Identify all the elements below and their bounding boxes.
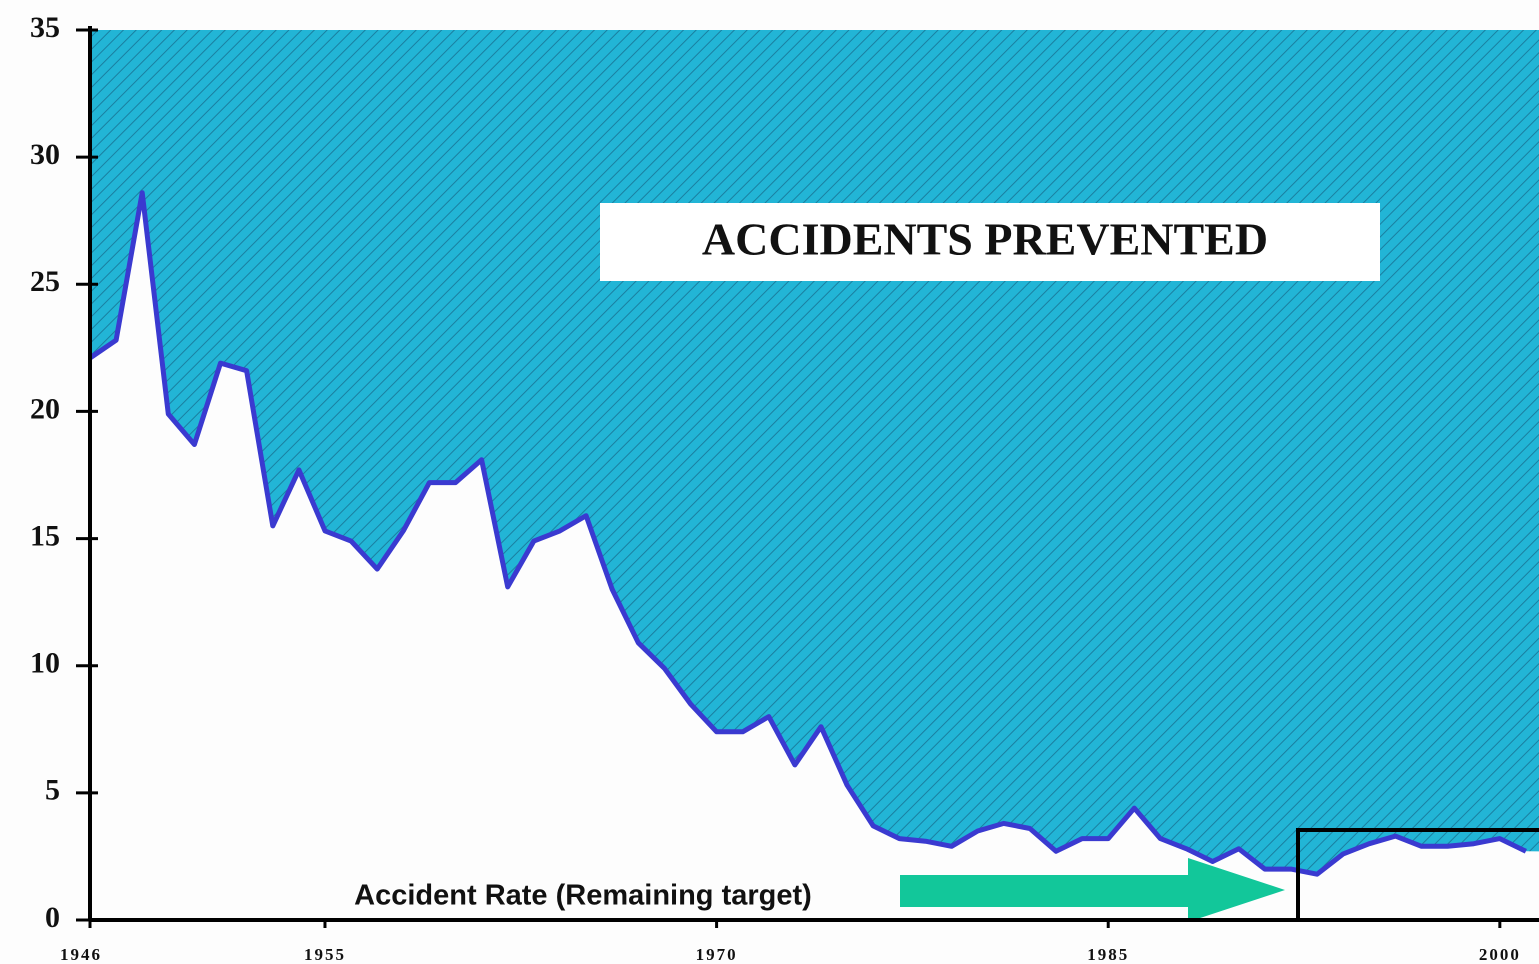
line xyxy=(88,190,1527,877)
y-tick-label: 20 xyxy=(30,392,60,425)
x-tick-label: 1955 xyxy=(304,945,346,964)
y-tick-label: 15 xyxy=(30,519,60,552)
y-tick-label: 10 xyxy=(30,647,60,680)
y-tick-label: 35 xyxy=(30,11,60,44)
x-tick-label: 1946 xyxy=(60,945,102,964)
annotation: ACCIDENTS PREVENTED xyxy=(702,214,1268,265)
y-tick-label: 5 xyxy=(45,774,60,807)
annotation-box xyxy=(600,203,1380,281)
x-tick-label: 1985 xyxy=(1087,945,1129,964)
arrow xyxy=(900,858,1285,922)
y-tick-label: 0 xyxy=(45,901,60,934)
area xyxy=(90,30,1539,875)
x-tick-label: 1970 xyxy=(696,945,738,964)
x-tick-label: 2000 xyxy=(1479,945,1521,964)
annotation: Accident Rate (Remaining target) xyxy=(354,880,812,912)
y-tick-label: 30 xyxy=(30,138,60,171)
y-tick-label: 25 xyxy=(30,265,60,298)
